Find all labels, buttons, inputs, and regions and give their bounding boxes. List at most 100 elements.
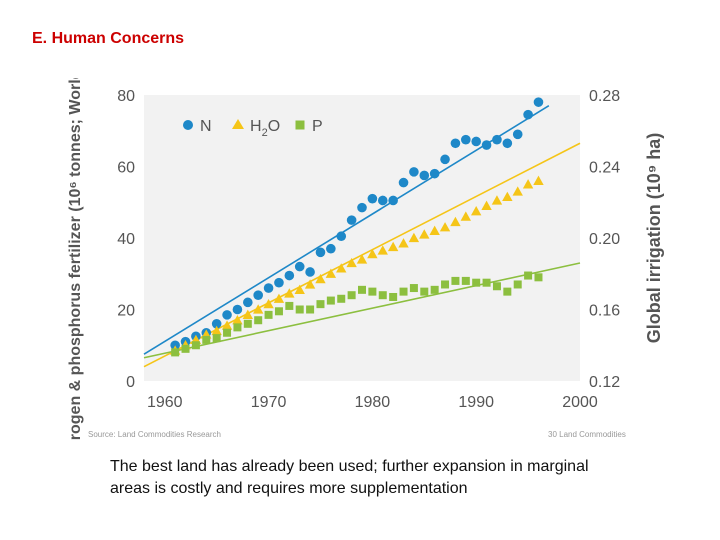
point-n (346, 215, 357, 225)
point-n (294, 261, 305, 272)
point-p (202, 335, 211, 344)
point-h2o (346, 257, 357, 268)
point-n (336, 231, 347, 242)
point-n (284, 270, 295, 281)
point-h2o (522, 179, 534, 189)
point-p (524, 271, 533, 280)
x-tick: 1980 (355, 394, 391, 411)
point-p (492, 282, 501, 291)
x-tick: 2000 (562, 394, 598, 411)
point-h2o (450, 216, 461, 227)
point-p (503, 287, 512, 296)
point-p (451, 276, 460, 285)
point-h2o (263, 298, 274, 309)
point-p (399, 287, 408, 296)
y-tick-left: 20 (117, 303, 135, 320)
point-p (482, 278, 491, 287)
point-p (274, 307, 283, 316)
point-n (305, 267, 315, 277)
point-p (264, 310, 273, 319)
point-p (430, 285, 439, 294)
point-n (326, 243, 336, 254)
point-n (492, 134, 502, 145)
point-p (389, 292, 398, 301)
point-n (512, 129, 523, 140)
point-p (472, 278, 481, 287)
y-axis-label-left: Nitrogen & phosphorus fertilizer (10⁶ to… (67, 78, 84, 440)
point-n (367, 193, 378, 204)
point-n (481, 140, 492, 150)
point-p (316, 300, 325, 309)
x-tick: 1960 (147, 394, 183, 411)
point-h2o (304, 279, 316, 289)
point-h2o (273, 293, 285, 303)
legend-label-h2o: H2O (250, 118, 280, 139)
point-h2o (387, 241, 399, 252)
point-n (471, 136, 481, 147)
point-p (534, 273, 543, 282)
legend: N H2O P (183, 118, 323, 139)
point-h2o (356, 254, 368, 264)
point-h2o (252, 304, 264, 314)
point-h2o (398, 238, 409, 248)
point-n (232, 304, 243, 315)
point-n (222, 310, 232, 320)
point-h2o (284, 288, 295, 298)
legend-label-p: P (312, 118, 323, 135)
point-n (523, 109, 533, 120)
point-h2o (491, 195, 503, 205)
y-tick-left: 40 (117, 231, 135, 248)
y-tick-left: 0 (126, 374, 135, 391)
axis-ticks: 0 20 40 60 80 0.12 0.16 0.20 0.24 0.28 1960 1970 198… (117, 88, 620, 411)
point-p (441, 280, 450, 289)
y-tick-right: 0.12 (589, 374, 620, 391)
point-p (233, 323, 242, 332)
point-p (181, 344, 190, 353)
point-n (263, 283, 274, 293)
point-n (429, 168, 440, 179)
legend-marker-h2o (232, 119, 244, 129)
point-p (368, 287, 377, 296)
point-p (409, 284, 418, 293)
point-p (306, 305, 315, 314)
point-h2o (512, 186, 523, 196)
point-n (243, 297, 253, 308)
point-p (358, 285, 366, 294)
point-n (274, 277, 284, 288)
point-p (337, 294, 346, 303)
point-p (326, 296, 335, 305)
point-h2o (460, 211, 472, 221)
source-note-left: Source: Land Commodities Research (88, 430, 221, 439)
point-h2o (502, 191, 513, 202)
point-p (378, 291, 387, 300)
x-tick: 1990 (458, 394, 494, 411)
point-p (461, 276, 470, 285)
point-n (388, 195, 398, 206)
point-n (253, 290, 263, 300)
point-h2o (533, 175, 544, 185)
y-tick-right: 0.28 (589, 88, 620, 105)
trendline-n (143, 105, 550, 355)
y-tick-right: 0.24 (589, 160, 620, 177)
source-note-right: 30 Land Commodities (548, 430, 626, 439)
point-n (450, 138, 461, 149)
legend-marker-p (295, 120, 305, 130)
point-h2o (408, 232, 420, 243)
legend-label-n: N (200, 118, 212, 135)
y-tick-left: 60 (117, 160, 135, 177)
point-h2o (221, 320, 233, 330)
slide-title: E. Human Concerns (32, 30, 185, 47)
point-h2o (439, 222, 451, 232)
point-n (377, 195, 388, 206)
point-n (461, 134, 471, 145)
point-h2o (315, 273, 326, 284)
y-tick-right: 0.16 (589, 303, 620, 320)
data-marks (169, 97, 544, 357)
point-p (171, 348, 180, 357)
point-h2o (470, 205, 482, 216)
point-n (170, 340, 180, 351)
point-n (315, 247, 326, 258)
point-n (398, 177, 409, 188)
point-n (409, 167, 419, 177)
point-h2o (377, 245, 388, 255)
